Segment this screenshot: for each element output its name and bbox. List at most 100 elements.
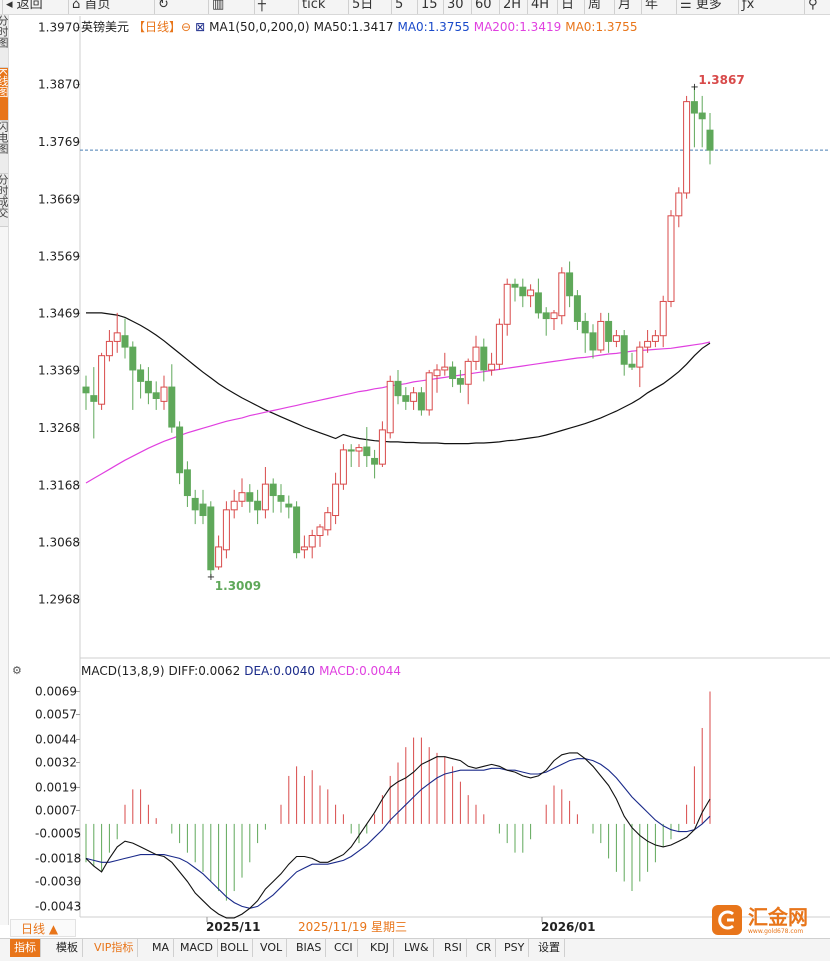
bottom-tab-9[interactable]: KDJ <box>366 939 394 957</box>
bottom-tabs: 指标 模板 VIP指标 MA MACD BOLL VOL BIAS CCI KDJ LW& RSI CR… <box>0 938 830 961</box>
toolbar-separator <box>804 0 805 14</box>
candle-body <box>254 500 262 511</box>
ma50-value: MA50:1.3417 <box>313 20 394 34</box>
candle-body <box>581 320 589 334</box>
toolbar-separator <box>584 0 585 14</box>
macd-axis-label: -0.0030 <box>35 874 81 888</box>
period-select-button[interactable]: 日线 ▲ <box>10 919 76 937</box>
period-tick[interactable]: tick <box>302 0 326 12</box>
period-5day[interactable]: 5日 <box>352 0 374 12</box>
candle-body <box>168 386 176 428</box>
period-4h[interactable]: 4H <box>531 0 550 12</box>
candle-body <box>464 360 472 385</box>
candle-body <box>129 346 137 371</box>
candle-body <box>238 492 246 502</box>
bottom-tab-6[interactable]: VOL <box>256 939 288 957</box>
price-axis-label: 1.3870 <box>38 78 80 92</box>
tab-trades[interactable]: 分时成交 <box>0 174 8 227</box>
candle-body <box>675 192 683 217</box>
candle-body <box>417 392 425 411</box>
chart-type-button[interactable]: ▥ <box>212 0 225 12</box>
bottom-tab-3[interactable]: MA <box>148 939 175 957</box>
candle-body <box>332 483 340 517</box>
bottom-tab-12[interactable]: CR <box>472 939 497 957</box>
bottom-tab-10[interactable]: LW& <box>400 939 434 957</box>
candle-body <box>324 512 332 531</box>
period-5min[interactable]: 5 <box>395 0 404 12</box>
period-week[interactable]: 周 <box>588 0 602 12</box>
bottom-tab-2[interactable]: VIP指标 <box>90 939 139 957</box>
price-axis-label: 1.3970 <box>38 20 80 34</box>
period-30min[interactable]: 30 <box>447 0 464 12</box>
candle-body <box>394 380 402 397</box>
more-button[interactable]: ☰ 更多 <box>680 0 722 12</box>
symbol-name: 英镑美元 <box>81 20 130 34</box>
macd-name: MACD(13,8,9) <box>81 664 165 678</box>
tab-timeshare[interactable]: 分时图 <box>0 15 8 68</box>
period-month[interactable]: 月 <box>618 0 632 12</box>
low-label: 1.3009 <box>215 579 261 593</box>
bottom-tab-11[interactable]: RSI <box>440 939 467 957</box>
candle-body <box>659 300 667 337</box>
candle-body <box>300 546 308 551</box>
hide-indicator-icon[interactable]: ⊖ <box>181 20 192 34</box>
toolbar-separator <box>527 0 528 14</box>
period-60min[interactable]: 60 <box>475 0 492 12</box>
bottom-tab-7[interactable]: BIAS <box>292 939 327 957</box>
toolbar-separator <box>641 0 642 14</box>
candle-body <box>667 215 675 302</box>
candle-body <box>105 340 113 357</box>
candle-body <box>207 506 215 571</box>
period-15min[interactable]: 15 <box>421 0 438 12</box>
bottom-tab-1[interactable]: 模板 <box>52 939 83 957</box>
toolbar-separator <box>2 0 3 14</box>
period-day[interactable]: 日 <box>561 0 575 12</box>
toolbar-separator <box>614 0 615 14</box>
home-button[interactable]: ⌂ 首页 <box>72 0 111 12</box>
macd-axis-label: 0.0044 <box>35 732 77 746</box>
macd-axis-label: 0.0019 <box>35 780 77 794</box>
period-2h[interactable]: 2H <box>503 0 522 12</box>
logo-subtext: www.gold678.com <box>748 928 804 935</box>
ma-params: MA1(50,0,200,0) <box>209 20 310 34</box>
ma0-value-a: MA0:1.3755 <box>397 20 470 34</box>
bottom-tab-5[interactable]: BOLL <box>216 939 254 957</box>
candle-body <box>605 320 613 342</box>
tab-flash[interactable]: 闪电图 <box>0 121 8 174</box>
macd-axis-label: 0.0032 <box>35 756 77 770</box>
bottom-tab-13[interactable]: PSY <box>500 939 530 957</box>
indicator-button[interactable]: ┼ <box>258 0 266 12</box>
macd-diff: DIFF:0.0062 <box>168 664 241 678</box>
tab-kline[interactable]: K线图 <box>0 68 8 121</box>
candle-body <box>261 483 269 511</box>
back-button[interactable]: ◂ 返回 <box>6 0 43 12</box>
candle-body <box>698 112 706 120</box>
candle-body <box>371 457 379 465</box>
candle-body <box>612 335 620 342</box>
toolbar-separator <box>298 0 299 14</box>
search-button[interactable]: ⚲ <box>808 0 818 12</box>
candle-body <box>230 500 238 511</box>
candle-body <box>339 449 347 485</box>
candle-body <box>425 372 433 411</box>
toolbar-separator <box>254 0 255 14</box>
bottom-tab-8[interactable]: CCI <box>330 939 358 957</box>
toolbar-separator <box>471 0 472 14</box>
bottom-tab-4[interactable]: MACD <box>176 939 218 957</box>
refresh-button[interactable]: ↻ <box>158 0 169 12</box>
candle-body <box>152 392 160 400</box>
toolbar-separator <box>557 0 558 14</box>
price-axis-label: 1.2968 <box>38 592 80 606</box>
formula-button[interactable]: ƒx <box>742 0 755 12</box>
candle-body <box>293 506 301 554</box>
candle-body <box>215 546 223 568</box>
candle-body <box>683 101 691 194</box>
bottom-tab-14[interactable]: 设置 <box>534 939 565 957</box>
bottom-tab-0[interactable]: 指标 <box>10 939 41 957</box>
ma-settings-icon[interactable]: ⊠ <box>195 20 206 34</box>
period-year[interactable]: 年 <box>645 0 659 12</box>
candle-body <box>433 369 441 377</box>
price-axis-label: 1.3669 <box>38 192 80 206</box>
candle-body <box>597 320 605 351</box>
toolbar-separator <box>738 0 739 14</box>
